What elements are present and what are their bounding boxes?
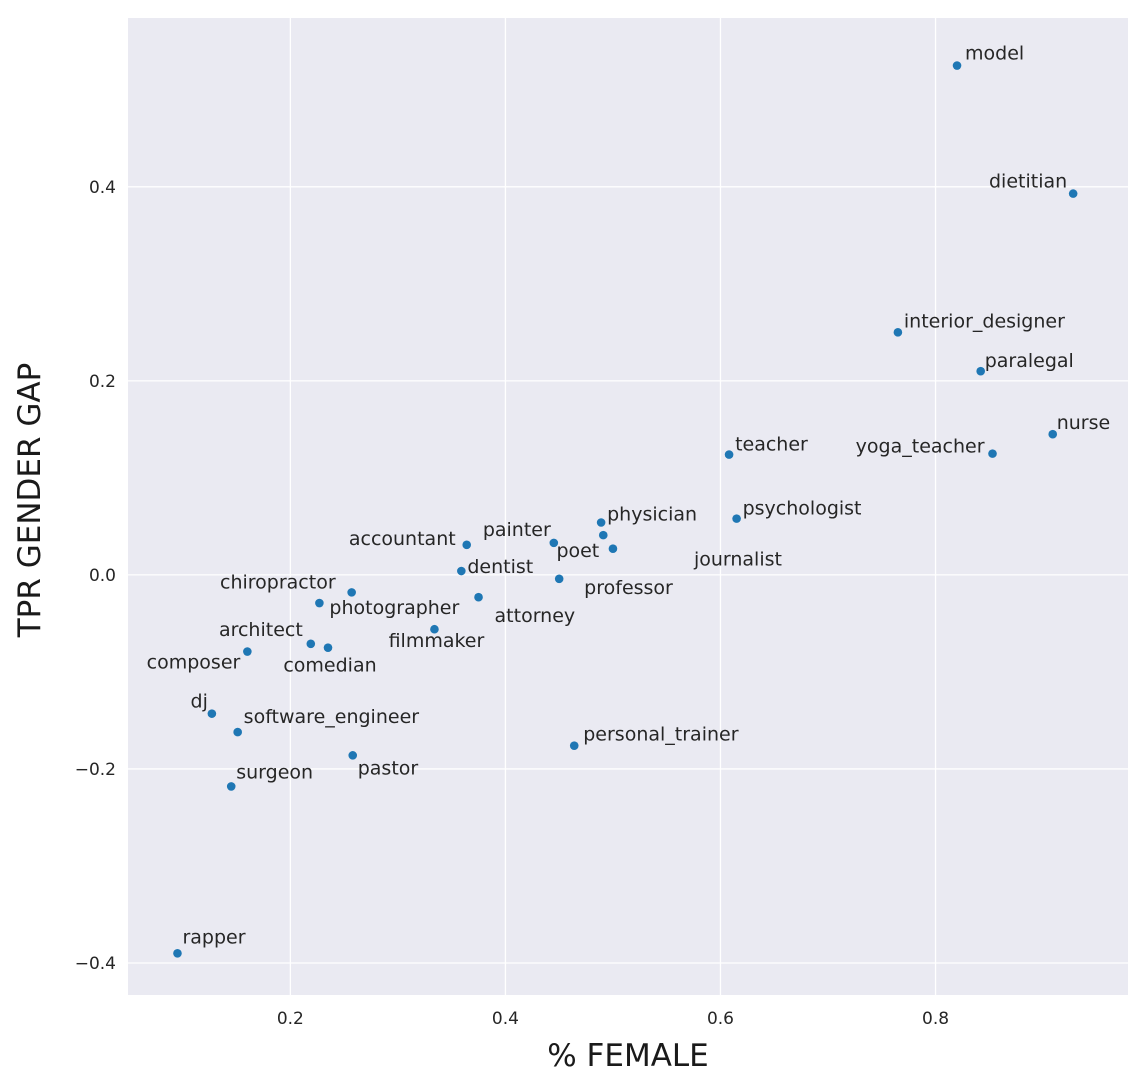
data-point xyxy=(1068,189,1078,198)
point-label: software_engineer xyxy=(244,706,420,728)
y-axis-label: TPR GENDER GAP xyxy=(12,362,48,638)
data-point xyxy=(724,450,734,459)
x-tick-label: 0.4 xyxy=(492,1009,519,1029)
data-point xyxy=(226,782,236,791)
point-label: filmmaker xyxy=(389,630,485,652)
x-tick-label: 0.2 xyxy=(277,1009,304,1029)
data-point xyxy=(474,592,483,602)
data-point xyxy=(430,624,439,634)
point-label: poet xyxy=(556,540,599,562)
point-label: personal_trainer xyxy=(583,724,738,746)
data-point xyxy=(598,530,608,540)
x-axis-label: % FEMALE xyxy=(547,1038,709,1074)
data-point xyxy=(893,328,903,337)
data-point xyxy=(549,538,559,548)
point-label: professor xyxy=(584,577,673,599)
point-label: psychologist xyxy=(743,498,862,520)
data-point xyxy=(976,366,985,376)
data-point xyxy=(243,647,252,656)
point-label: accountant xyxy=(349,528,456,550)
point-label: journalist xyxy=(693,549,782,571)
data-point xyxy=(608,544,618,554)
data-point xyxy=(569,741,579,750)
point-label: photographer xyxy=(329,597,459,619)
point-label: composer xyxy=(147,652,241,674)
data-point xyxy=(596,518,606,527)
point-label: architect xyxy=(219,619,303,641)
point-label: yoga_teacher xyxy=(856,436,985,458)
data-point xyxy=(348,751,358,760)
point-label: attorney xyxy=(495,605,576,627)
data-point xyxy=(347,588,356,597)
data-point xyxy=(457,566,466,576)
data-point xyxy=(173,948,182,958)
data-point xyxy=(233,727,242,737)
point-label: nurse xyxy=(1057,412,1110,434)
point-label: teacher xyxy=(735,434,808,456)
point-label: dj xyxy=(191,691,208,713)
x-tick-label: 0.8 xyxy=(922,1009,949,1029)
data-point xyxy=(988,449,997,458)
point-label: comedian xyxy=(283,655,376,677)
y-tick-label: 0.4 xyxy=(89,178,116,198)
y-tick-label: −0.2 xyxy=(75,760,116,780)
data-point xyxy=(554,574,564,584)
point-label: chiropractor xyxy=(220,571,336,593)
y-tick-label: −0.4 xyxy=(75,954,116,974)
y-tick-label: 0.0 xyxy=(89,566,116,586)
point-label: dentist xyxy=(467,556,533,578)
point-label: painter xyxy=(483,519,551,541)
data-point xyxy=(315,598,324,608)
point-label: paralegal xyxy=(985,350,1074,372)
point-label: rapper xyxy=(182,926,245,948)
data-point xyxy=(1048,429,1058,439)
point-label: model xyxy=(965,43,1024,65)
point-label: surgeon xyxy=(236,761,313,783)
plot-area xyxy=(128,18,1128,995)
point-label: physician xyxy=(607,504,697,526)
data-point xyxy=(323,643,333,652)
data-point xyxy=(732,514,741,523)
x-tick-label: 0.6 xyxy=(707,1009,734,1029)
y-tick-label: 0.2 xyxy=(89,372,116,392)
point-label: pastor xyxy=(358,757,419,779)
data-point xyxy=(952,61,962,70)
data-point xyxy=(462,540,472,550)
point-label: dietitian xyxy=(989,171,1067,193)
data-point xyxy=(207,709,217,718)
data-point xyxy=(306,639,316,649)
point-label: interior_designer xyxy=(904,310,1065,332)
